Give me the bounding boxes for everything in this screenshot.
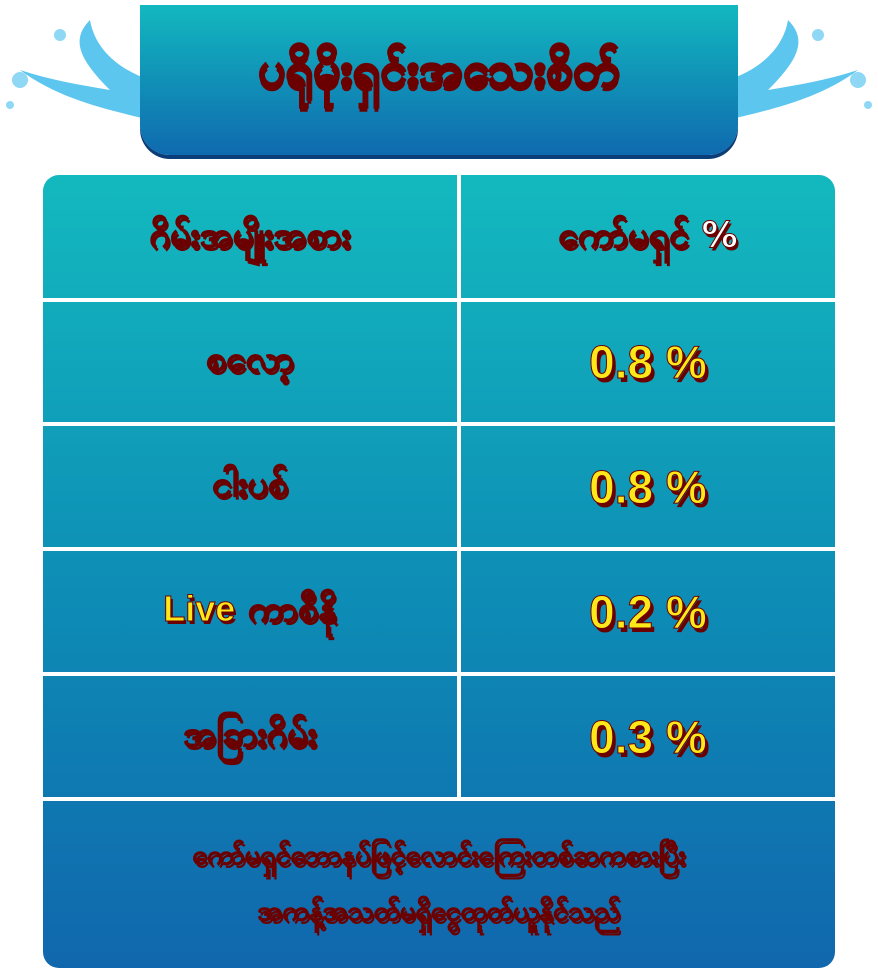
- water-splash-icon: [6, 20, 150, 120]
- game-name: အခြားဂိမ်း: [183, 713, 318, 755]
- divider: [43, 797, 835, 801]
- game-name: ကာစီနို: [247, 588, 337, 630]
- footer-line-2: အကန့်အသတ်မရှိငွေထုတ်ယူနိုင်သည်: [257, 896, 621, 928]
- divider: [43, 672, 835, 676]
- commission-rate: 0.3 %: [589, 710, 708, 763]
- footer-note: ကော်မရှင်ဘောနပ်ဖြင့်လောင်းကြေးတစ်ဆကစားပြ…: [43, 800, 835, 968]
- title-banner: [140, 5, 738, 155]
- water-splash-icon: [728, 20, 872, 120]
- divider: [43, 547, 835, 551]
- game-name-prefix: Live: [163, 587, 236, 629]
- commission-rate: 0.8 %: [589, 336, 708, 389]
- table-row: စလော့ 0.8 %: [43, 302, 835, 422]
- footer-line-1: ကော်မရှင်ဘောနပ်ဖြင့်လောင်းကြေးတစ်ဆကစားပြ…: [192, 840, 686, 872]
- header-game-type: ဂိမ်းအမျိုးအစား: [149, 214, 351, 256]
- table-row: အခြားဂိမ်း 0.3 %: [43, 676, 835, 797]
- commission-table: ဂိမ်းအမျိုးအစား ကော်မရှင် % စလော့ 0.8 % …: [43, 175, 835, 968]
- table-row: ငါးပစ် 0.8 %: [43, 426, 835, 547]
- table-header: ဂိမ်းအမျိုးအစား ကော်မရှင် %: [43, 175, 835, 300]
- header-commission: ကော်မရှင် %: [558, 214, 738, 256]
- divider: [43, 422, 835, 426]
- game-name: စလော့: [205, 339, 295, 381]
- page-title: ပရိုမိုးရှင်းအသေးစိတ်: [257, 41, 621, 99]
- commission-rate: 0.2 %: [589, 585, 708, 638]
- table-row: Live ကာစီနို 0.2 %: [43, 551, 835, 672]
- divider: [43, 298, 835, 302]
- game-name: ငါးပစ်: [211, 463, 289, 505]
- commission-rate: 0.8 %: [589, 460, 708, 513]
